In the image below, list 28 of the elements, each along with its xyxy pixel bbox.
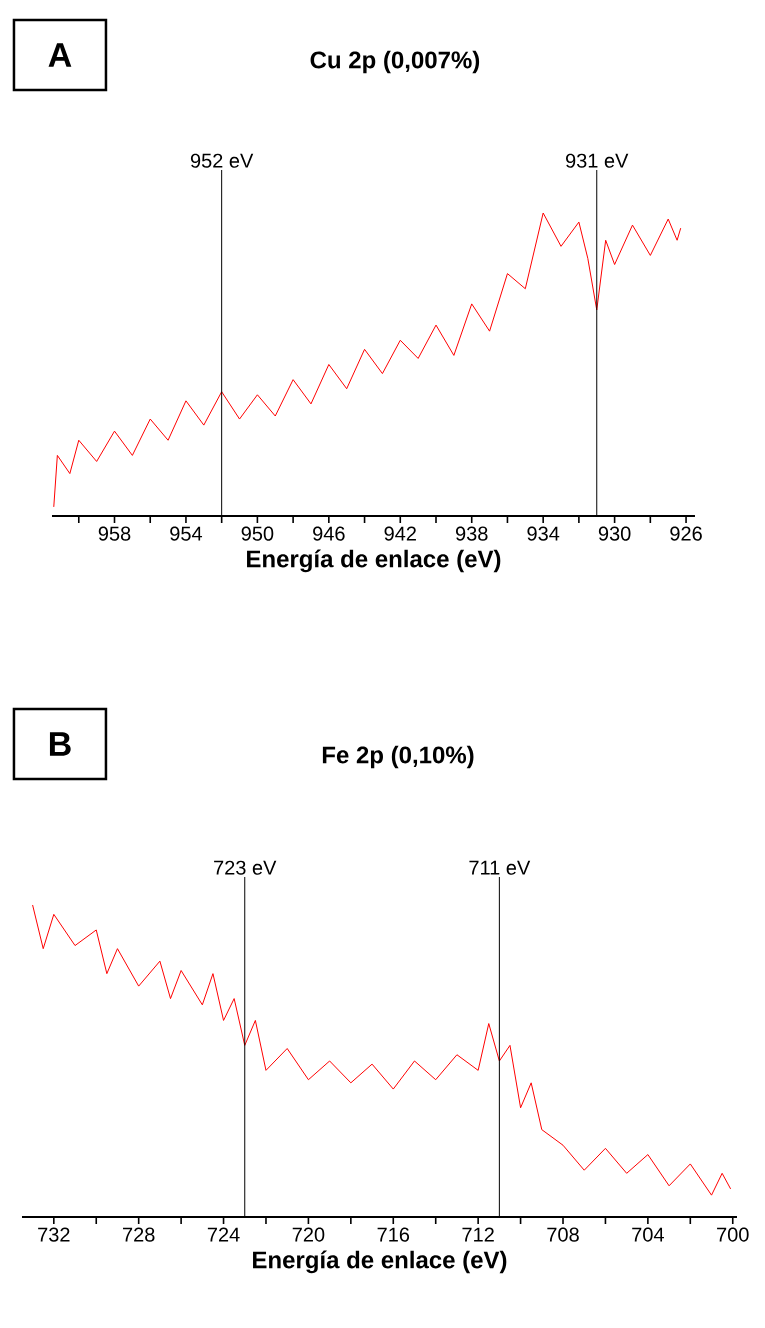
- ref-line-label: 931 eV: [566, 153, 629, 168]
- x-axis-title: Energía de enlace (eV): [247, 549, 501, 573]
- x-tick-label: 942: [384, 526, 416, 541]
- chart-title: Cu 2p (0,007%): [310, 50, 480, 74]
- x-tick-label: 926: [670, 526, 702, 541]
- x-tick-label: 720: [292, 1227, 325, 1242]
- ref-line-label: 723 eV: [214, 860, 277, 875]
- x-tick-label: 700: [717, 1227, 749, 1242]
- x-tick-label: 930: [598, 526, 631, 541]
- x-tick-label: 704: [632, 1227, 664, 1242]
- ref-line-label: 711 eV: [469, 860, 531, 875]
- x-tick-label: 716: [377, 1227, 410, 1242]
- x-tick-label: 950: [241, 526, 274, 541]
- x-tick-label: 938: [455, 526, 488, 541]
- x-tick-label: 732: [38, 1227, 70, 1242]
- text: A: [48, 43, 72, 67]
- x-tick-label: 946: [313, 526, 345, 541]
- x-tick-label: 934: [527, 526, 560, 541]
- x-tick-label: 728: [123, 1227, 155, 1242]
- text: B: [49, 732, 71, 756]
- ref-line-label: 952 eV: [190, 153, 254, 168]
- x-tick-label: 958: [98, 526, 131, 541]
- x-axis-title: Energía de enlace (eV): [253, 1250, 507, 1274]
- x-tick-label: 954: [170, 526, 203, 541]
- x-tick-label: 712: [462, 1227, 494, 1242]
- chart-title: Fe 2p (0,10%): [322, 745, 474, 769]
- x-tick-label: 708: [547, 1227, 579, 1242]
- x-tick-label: 724: [207, 1227, 240, 1242]
